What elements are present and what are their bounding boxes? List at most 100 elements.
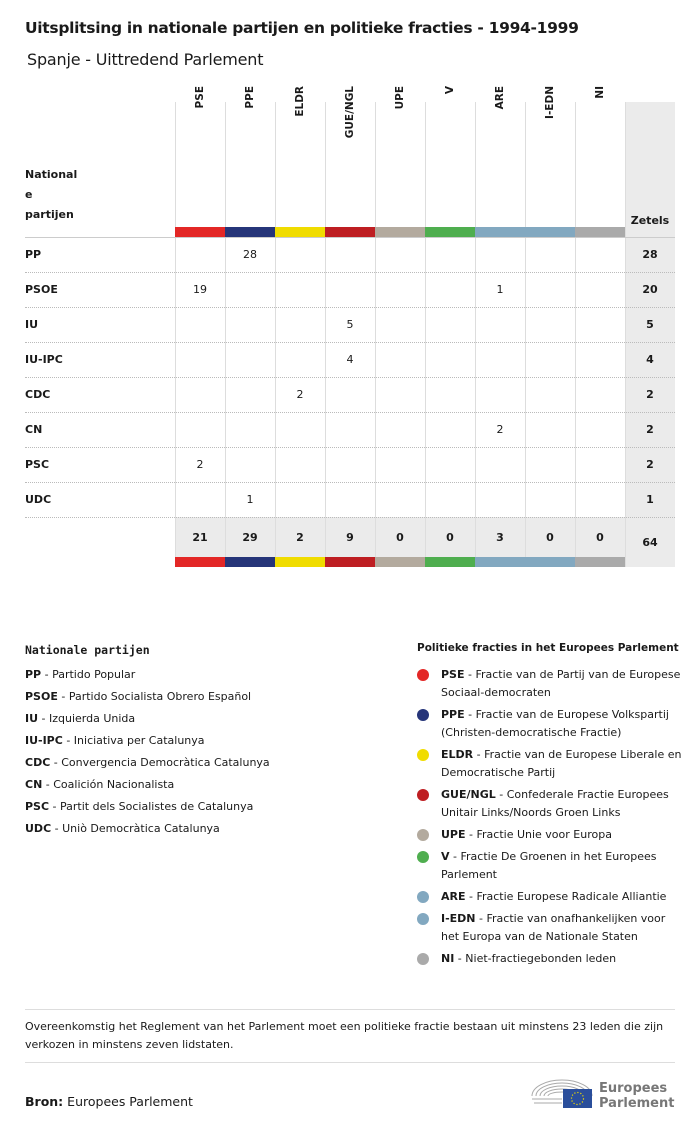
column-total: 29 [242,530,258,544]
table-cell [475,342,525,377]
group-color-bar [525,227,575,237]
column-total: 0 [446,530,454,544]
column-divider [525,102,526,567]
source-label: Bron: [25,1094,64,1109]
row-divider [25,447,675,448]
column-header-gue/ngl: GUE/NGL [344,86,356,139]
column-total: 0 [546,530,554,544]
table-cell: 2 [496,423,504,436]
table-cell [225,412,275,447]
svg-text:Parlement: Parlement [599,1096,674,1111]
table-cell [175,342,225,377]
table-cell [275,412,325,447]
group-color-bar [325,227,375,237]
group-color-bar [225,227,275,237]
column-divider [175,102,176,567]
table-cell [275,342,325,377]
party-code: IU [25,712,39,725]
column-total: 0 [596,530,604,544]
party-name: Izquierda Unida [49,712,136,725]
column-divider [425,102,426,567]
group-name: Niet-fractiegebonden leden [465,952,617,965]
table-cell [575,412,625,447]
table-cell [225,377,275,412]
column-divider [275,102,276,567]
column-header-ppe: PPE [244,86,256,109]
row-total: 20 [642,283,658,296]
table-cell: 2 [296,388,304,401]
group-name: Fractie Unie voor Europa [476,828,612,841]
group-code: V [441,850,450,863]
column-header-upe: UPE [394,86,406,110]
table-cell [425,447,475,482]
table-cell [325,412,375,447]
party-code: CN [25,778,43,791]
table-cell [475,307,525,342]
table-cell [475,447,525,482]
table-cell [275,447,325,482]
table-cell [325,447,375,482]
table-cell [375,237,425,272]
legend-group-item: V - Fractie De Groenen in het Europees P… [441,850,657,881]
table-cell [275,307,325,342]
row-header: National e partijen [25,168,78,221]
group-color-dot [417,789,429,801]
party-code: UDC [25,822,52,835]
column-total: 21 [192,530,208,544]
page-subtitle: Spanje - Uittredend Parlement [27,50,264,69]
table-cell: 4 [346,353,354,366]
group-color-bar [175,557,225,567]
total-header: Zetels [630,213,670,227]
row-label-party: PP [25,248,42,261]
legend-national-item: UDC - Uniò Democràtica Catalunya [25,822,220,835]
column-divider [475,102,476,567]
table-cell [425,342,475,377]
legend-national-item: IU-IPC - Iniciativa per Catalunya [25,734,205,747]
table-cell [175,237,225,272]
table-cell [525,307,575,342]
row-divider [25,482,675,483]
column-divider [375,102,376,567]
row-divider [25,272,675,273]
legend-group-item: PSE - Fractie van de Partij van de Europ… [441,668,681,699]
table-cell [575,237,625,272]
group-color-bar [475,227,525,237]
column-divider [325,102,326,567]
table-cell [375,412,425,447]
table-cell [575,342,625,377]
table-cell [575,447,625,482]
party-name: Partit dels Socialistes de Catalunya [60,800,254,813]
table-cell [225,307,275,342]
row-total: 2 [646,388,654,401]
table-cell [375,447,425,482]
group-color-bar [525,557,575,567]
table-cell [325,272,375,307]
table-cell [425,482,475,517]
group-color-dot [417,851,429,863]
group-color-bar [425,227,475,237]
row-label-party: IU [25,318,39,331]
table-cell [575,272,625,307]
legend-group-item: PPE - Fractie van de Europese Volksparti… [441,708,669,739]
group-name: Fractie van de Europese Volkspartij (Chr… [441,708,669,739]
table-cell [525,237,575,272]
legend-national-item: CN - Coalición Nacionalista [25,778,175,791]
legend-national-item: PSC - Partit dels Socialistes de Catalun… [25,800,254,813]
group-color-dot [417,749,429,761]
column-header-are: ARE [494,86,506,110]
party-code: IU-IPC [25,734,63,747]
party-name: Partido Socialista Obrero Español [68,690,252,703]
legend-national-item: PSOE - Partido Socialista Obrero Español [25,690,252,703]
party-name: Iniciativa per Catalunya [73,734,205,747]
table-cell [175,377,225,412]
column-divider [225,102,226,567]
column-header-pse: PSE [194,86,206,109]
party-code: PSC [25,800,50,813]
row-label-party: PSC [25,458,50,471]
seats-table: National e partijen Zetels PSE 21 PPE 29 ELDR 2… [25,86,675,567]
row-divider [25,517,675,518]
totals-row-bg [175,517,625,557]
table-cell [525,272,575,307]
legend-group-item: I-EDN - Fractie van onafhankelijken voor… [441,912,666,943]
table-cell: 28 [243,248,257,261]
